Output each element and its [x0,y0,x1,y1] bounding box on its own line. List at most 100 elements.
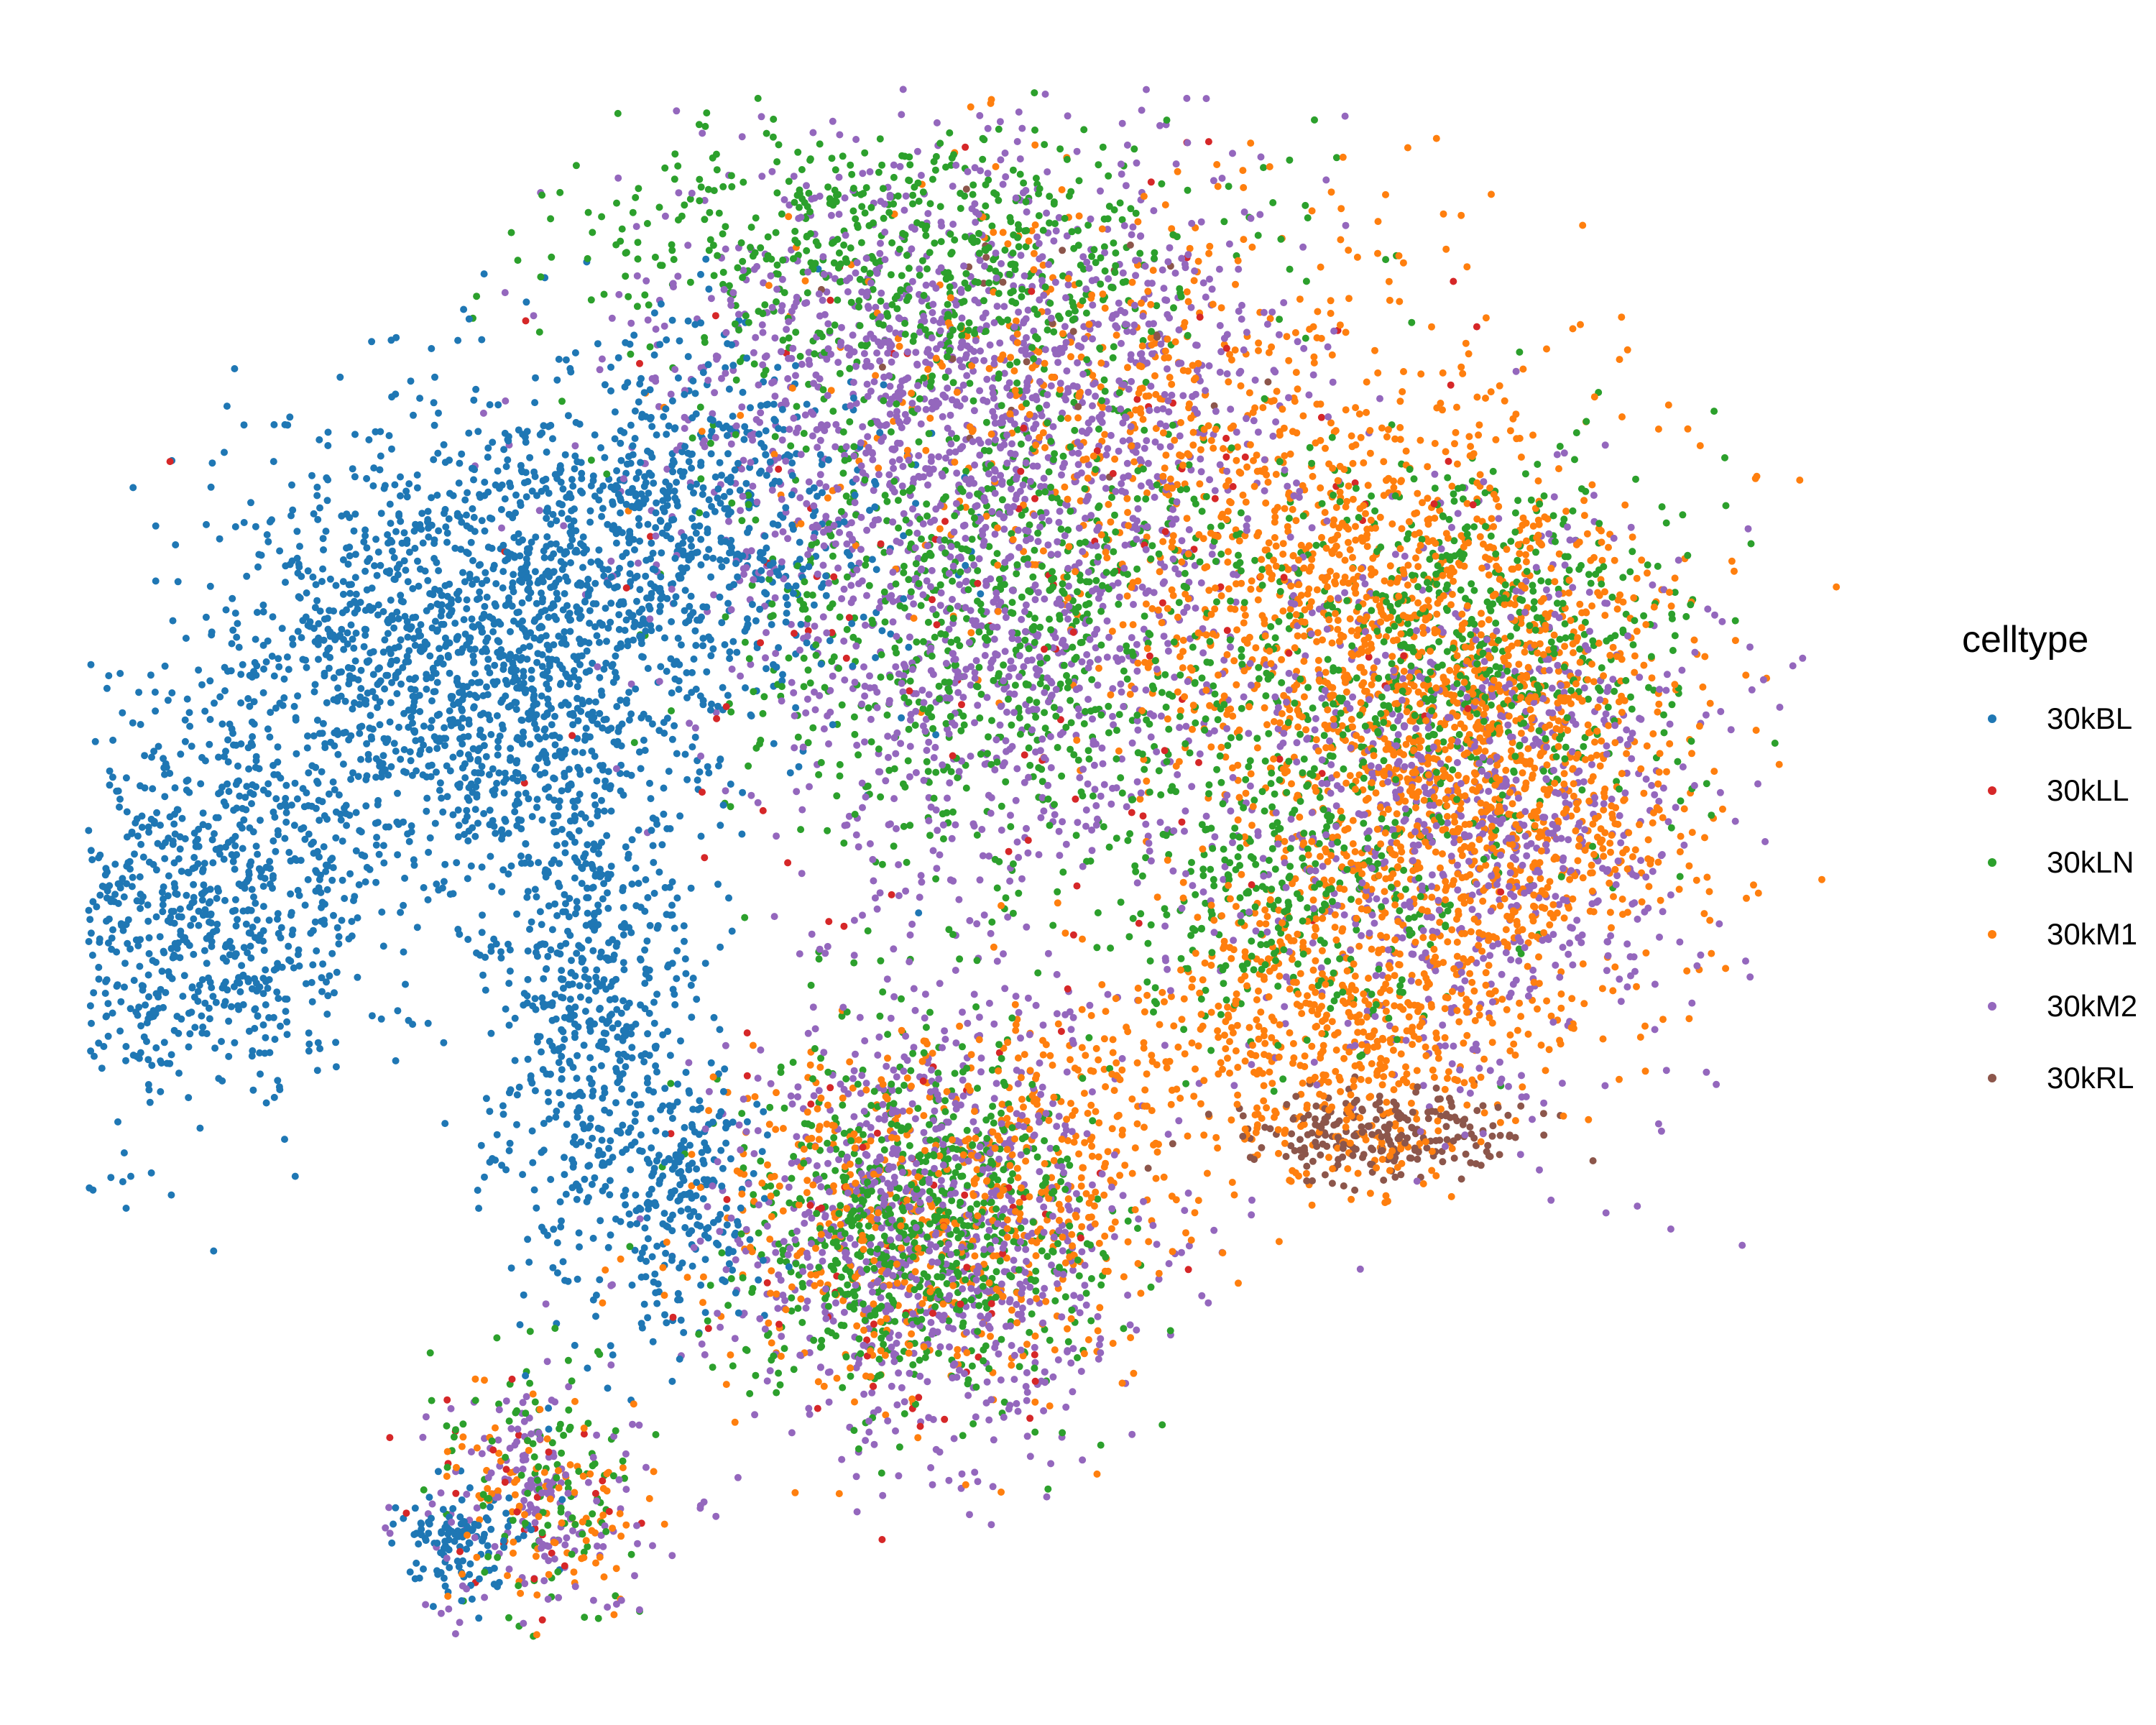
point-30kM2 [923,747,931,754]
point-30kBL [443,538,451,546]
point-30kLN [1031,546,1038,554]
point-30kLN [1721,454,1728,461]
point-30kBL [627,560,635,568]
point-30kM2 [1667,1225,1674,1233]
point-30kM2 [946,411,954,419]
point-30kLN [651,253,659,261]
point-30kM1 [1514,564,1522,571]
point-30kM1 [1496,1118,1504,1126]
point-30kM1 [908,1330,916,1338]
point-30kM1 [1386,986,1393,994]
point-30kM1 [1641,1067,1649,1075]
point-30kBL [135,1003,143,1011]
point-30kM1 [1319,636,1326,644]
point-30kM1 [1616,1075,1623,1083]
point-30kLN [1251,556,1259,564]
point-30kM2 [975,555,983,563]
point-30kBL [259,927,267,934]
point-30kM1 [1610,893,1617,901]
point-30kBL [642,1257,650,1265]
point-30kM2 [1107,431,1115,439]
point-30kBL [262,1034,270,1041]
point-30kBL [224,736,232,744]
point-30kBL [628,1282,636,1289]
point-30kM2 [860,1108,868,1116]
point-30kM2 [808,432,816,440]
point-30kLN [1468,580,1475,588]
point-30kBL [624,642,632,650]
point-30kLL [961,1191,969,1199]
point-30kBL [476,588,484,596]
point-30kM2 [1049,1100,1057,1108]
point-30kBL [314,640,322,648]
point-30kBL [547,946,555,954]
point-30kM2 [937,1177,945,1184]
point-30kLN [1265,730,1273,737]
point-30kM1 [1386,562,1394,570]
point-30kM2 [1656,933,1663,941]
point-30kBL [315,656,322,663]
point-30kM2 [498,524,505,532]
point-30kLN [982,418,990,426]
point-30kM2 [767,1080,775,1087]
point-30kM1 [1391,972,1399,980]
point-30kM1 [1354,1169,1362,1177]
point-30kLN [1291,699,1299,707]
point-30kLN [905,264,913,272]
point-30kM1 [1413,1067,1421,1075]
point-30kM2 [1059,818,1067,826]
point-30kM2 [1063,367,1071,375]
point-30kM1 [1442,795,1450,803]
point-30kM1 [1156,568,1164,576]
point-30kBL [181,716,189,724]
point-30kLN [1516,742,1524,750]
point-30kM1 [895,342,903,350]
point-30kLN [843,625,851,633]
point-30kBL [540,975,548,983]
point-30kBL [573,1052,581,1059]
point-30kM1 [1219,1065,1226,1073]
point-30kM1 [782,1306,790,1314]
point-30kLN [1130,145,1138,153]
point-30kM1 [987,99,995,107]
point-30kLN [738,1110,746,1118]
point-30kM2 [916,265,923,273]
point-30kM1 [1230,946,1238,954]
point-30kLL [1447,381,1455,389]
point-30kM1 [998,1100,1006,1108]
point-30kM2 [895,861,903,869]
point-30kM1 [1476,471,1484,479]
point-30kM1 [1302,726,1310,734]
point-30kM2 [502,397,510,405]
point-30kBL [752,617,760,625]
point-30kM2 [1210,929,1218,937]
point-30kBL [716,1026,724,1034]
point-30kBL [129,873,137,881]
point-30kM1 [1266,1068,1273,1076]
point-30kBL [107,1174,115,1182]
point-30kM1 [1124,364,1131,372]
point-30kBL [657,663,665,671]
point-30kM2 [1251,376,1259,384]
point-30kM1 [1649,819,1657,827]
point-30kBL [282,809,290,816]
point-30kM1 [1447,1192,1455,1200]
point-30kM1 [1017,1074,1025,1082]
point-30kLN [837,1321,845,1329]
point-30kBL [275,663,283,671]
point-30kBL [391,481,399,489]
point-30kM2 [838,595,846,602]
point-30kLN [935,1349,942,1357]
point-30kBL [607,599,615,607]
point-30kBL [434,449,442,457]
point-30kBL [573,1275,581,1283]
point-30kLN [1064,1338,1072,1346]
point-30kLN [1540,492,1548,500]
point-30kLL [840,922,848,930]
point-30kM1 [1363,408,1370,416]
point-30kLN [931,633,939,641]
point-30kM2 [1108,1205,1116,1213]
point-30kBL [533,1204,540,1212]
point-30kBL [628,836,636,844]
point-30kM1 [1100,1035,1108,1043]
